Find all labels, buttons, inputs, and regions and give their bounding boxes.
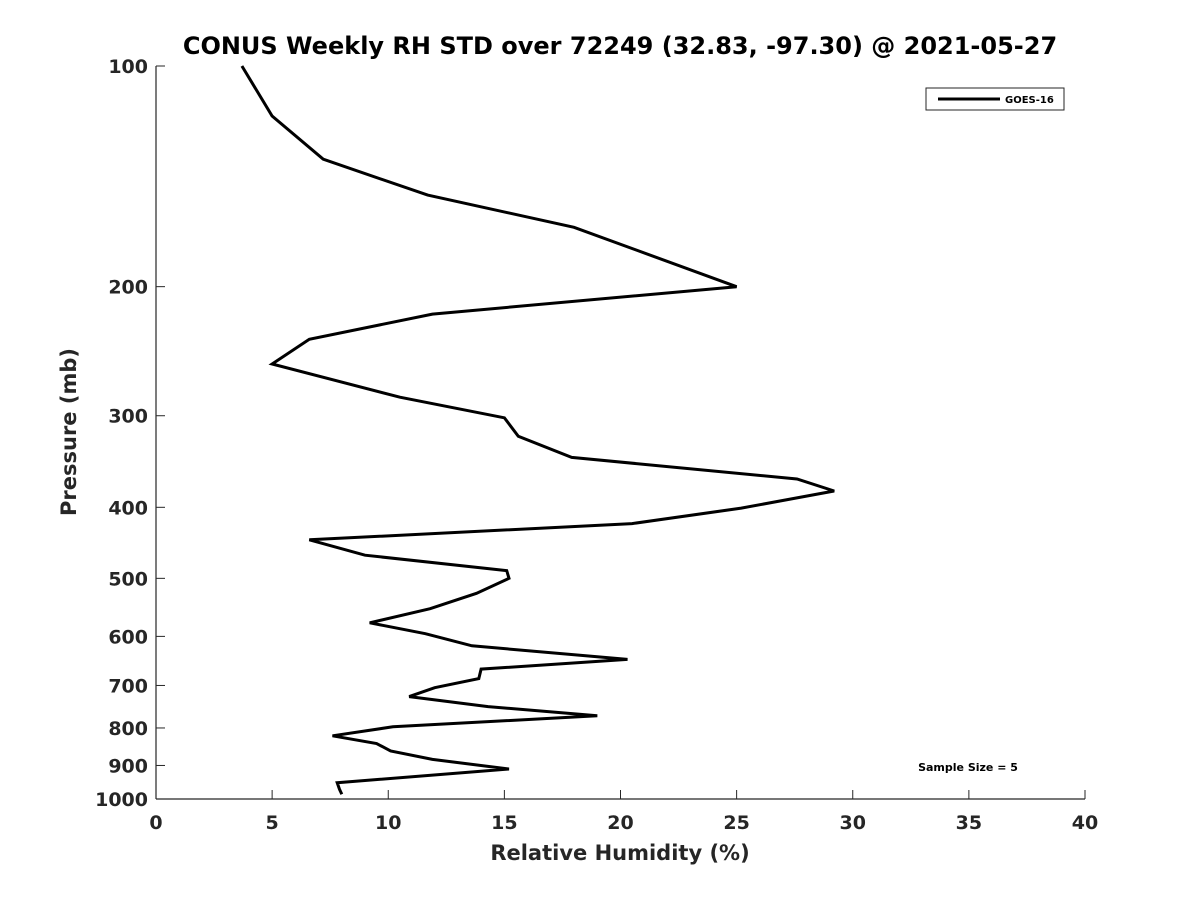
x-tick-label: 25 bbox=[723, 812, 749, 834]
y-tick-label: 100 bbox=[108, 56, 148, 78]
x-axis-label: Relative Humidity (%) bbox=[490, 841, 749, 865]
x-tick-label: 40 bbox=[1072, 812, 1098, 834]
x-tick-label: 5 bbox=[266, 812, 279, 834]
legend: GOES-16 bbox=[925, 87, 1065, 111]
y-tick-label: 300 bbox=[108, 406, 148, 428]
legend-label: GOES-16 bbox=[1005, 95, 1054, 106]
plot-area: 0 5 10 15 20 25 30 35 40 100 200 300 400 500 600 700 80… bbox=[95, 56, 1098, 834]
x-tick-label: 20 bbox=[607, 812, 633, 834]
y-tick-label: 700 bbox=[108, 675, 148, 697]
y-tick-label: 900 bbox=[108, 755, 148, 777]
x-tick-label: 35 bbox=[956, 812, 982, 834]
sample-size-annotation: Sample Size = 5 bbox=[918, 761, 1018, 774]
y-tick-label: 200 bbox=[108, 277, 148, 299]
y-tick-label: 600 bbox=[108, 626, 148, 648]
y-tick-label: 800 bbox=[108, 718, 148, 740]
x-tick-label: 10 bbox=[375, 812, 401, 834]
x-tick-label: 0 bbox=[149, 812, 162, 834]
x-ticks: 0 5 10 15 20 25 30 35 40 bbox=[149, 790, 1098, 834]
x-tick-label: 15 bbox=[491, 812, 517, 834]
y-tick-label: 1000 bbox=[95, 789, 148, 811]
y-ticks: 100 200 300 400 500 600 700 800 900 1000 bbox=[95, 56, 165, 811]
chart-title: CONUS Weekly RH STD over 72249 (32.83, -… bbox=[183, 32, 1057, 60]
x-tick-label: 30 bbox=[840, 812, 866, 834]
series-line-goes-16 bbox=[240, 65, 835, 795]
y-tick-label: 500 bbox=[108, 568, 148, 590]
y-axis-label: Pressure (mb) bbox=[57, 348, 81, 516]
y-tick-label: 400 bbox=[108, 497, 148, 519]
